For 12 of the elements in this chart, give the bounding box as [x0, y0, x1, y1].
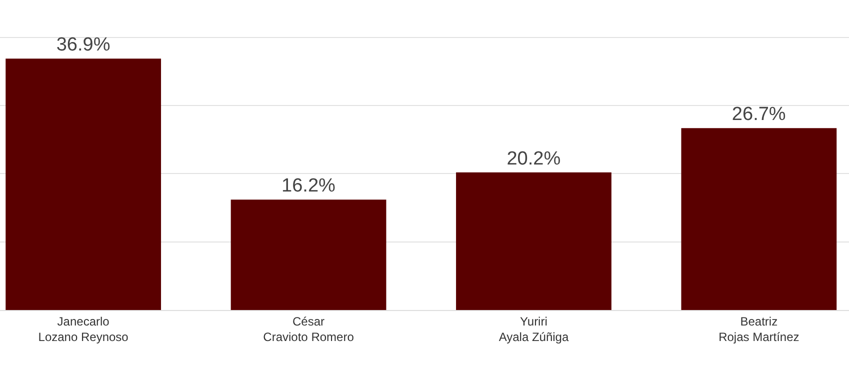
bar: [230, 200, 386, 310]
data-label: 26.7%: [732, 104, 786, 126]
x-tick-label: Yuriri Ayala Zúñiga: [498, 314, 569, 344]
data-label: 36.9%: [56, 34, 110, 56]
x-tick-label: Janecarlo Lozano Reynoso: [38, 314, 129, 344]
x-tick-label: Beatriz Rojas Martínez: [718, 314, 800, 344]
bar: [681, 128, 837, 310]
x-tick-label: César Cravioto Romero: [263, 314, 354, 344]
data-label: 20.2%: [506, 148, 561, 170]
bar: [6, 58, 162, 310]
data-label: 16.2%: [282, 176, 336, 197]
bar: [456, 172, 612, 310]
